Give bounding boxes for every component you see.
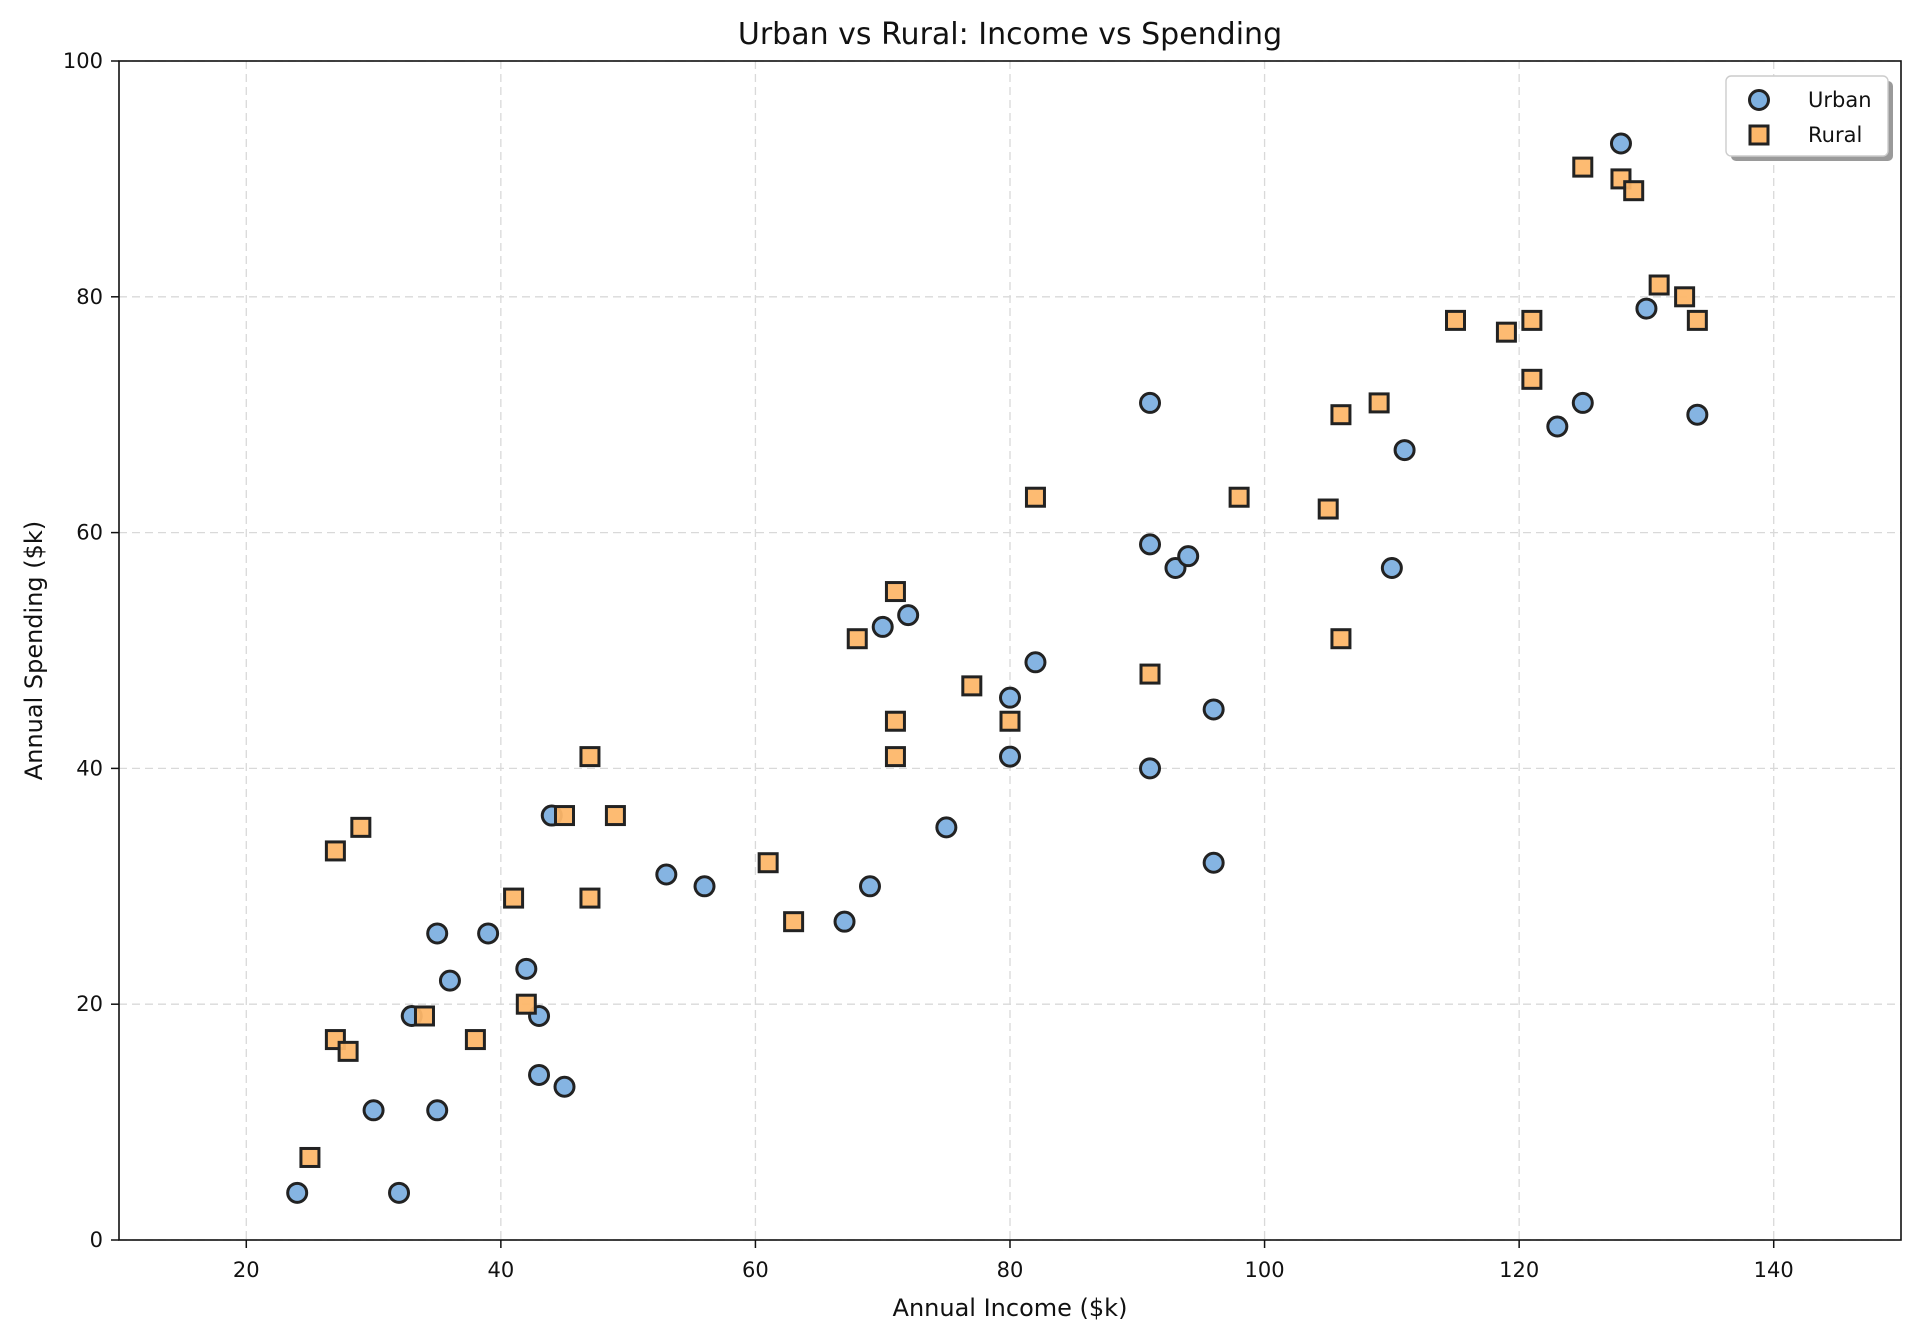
urban-point <box>655 863 678 886</box>
rural-point <box>1228 486 1250 508</box>
urban-point <box>438 969 461 992</box>
urban-point <box>362 1099 385 1122</box>
urban-point <box>1546 415 1569 438</box>
y-tick-label: 80 <box>76 285 103 309</box>
rural-point <box>1330 628 1352 650</box>
legend: Urban Rural <box>1725 75 1893 161</box>
x-tick-label: 80 <box>997 1258 1024 1282</box>
urban-point <box>528 1063 551 1086</box>
rural-point <box>299 1146 321 1168</box>
urban-point <box>1202 851 1225 874</box>
rural-point <box>464 1029 486 1051</box>
urban-point <box>426 922 449 945</box>
urban-point <box>935 816 958 839</box>
urban-point <box>553 1075 576 1098</box>
chart-title: Urban vs Rural: Income vs Spending <box>738 17 1282 52</box>
urban-point <box>426 1099 449 1122</box>
urban-point <box>871 615 894 638</box>
rural-point <box>961 675 983 697</box>
y-tick-label: 0 <box>90 1228 103 1252</box>
rural-point <box>503 887 525 909</box>
x-tick-label: 100 <box>1245 1258 1285 1282</box>
urban-point <box>286 1181 309 1204</box>
rural-point <box>1521 309 1543 331</box>
rural-point <box>1024 486 1046 508</box>
rural-point <box>413 1005 435 1027</box>
data-points <box>286 132 1709 1204</box>
rural-point <box>350 816 372 838</box>
urban-point <box>1024 651 1047 674</box>
y-tick-label: 40 <box>76 756 103 780</box>
rural-point <box>554 805 575 827</box>
urban-point <box>693 875 716 898</box>
rural-point <box>1572 156 1594 178</box>
rural-point <box>1139 663 1161 685</box>
rural-point <box>515 993 537 1015</box>
rural-point <box>604 805 626 827</box>
urban-point <box>1139 391 1162 414</box>
urban-point <box>1380 556 1403 579</box>
urban-point <box>858 875 881 898</box>
rural-point <box>324 840 346 862</box>
urban-point <box>1139 757 1162 780</box>
rural-point <box>1623 180 1645 202</box>
rural-point <box>1330 404 1352 426</box>
rural-point <box>884 746 906 768</box>
x-tick-label: 60 <box>742 1258 769 1282</box>
y-tick-label: 100 <box>63 49 103 73</box>
rural-point <box>1368 392 1390 414</box>
rural-point <box>1521 368 1543 390</box>
rural-point <box>1317 498 1339 520</box>
urban-point <box>515 957 538 980</box>
urban-point <box>1686 403 1709 426</box>
rural-point <box>1495 321 1517 343</box>
rural-point <box>884 710 906 732</box>
x-axis-label: Annual Income ($k) <box>893 1294 1128 1322</box>
urban-point <box>477 922 500 945</box>
rural-point <box>1686 309 1708 331</box>
rural-point <box>579 887 601 909</box>
legend-rural-marker <box>1748 124 1770 146</box>
urban-point <box>1635 297 1658 320</box>
x-tick-label: 140 <box>1754 1258 1794 1282</box>
rural-point <box>579 746 601 768</box>
rural-point <box>884 581 906 603</box>
urban-point <box>897 604 920 627</box>
y-tick-label: 60 <box>76 521 103 545</box>
rural-point <box>1445 309 1466 331</box>
rural-point <box>1674 286 1696 308</box>
urban-point <box>1202 698 1225 721</box>
legend-urban-label: Urban <box>1808 88 1872 112</box>
urban-point <box>999 686 1021 709</box>
rural-point <box>1648 274 1670 296</box>
urban-point <box>388 1181 411 1204</box>
y-axis-label: Annual Spending ($k) <box>20 521 48 780</box>
x-tick-label: 120 <box>1499 1258 1539 1282</box>
urban-point <box>833 910 856 933</box>
y-tick-label: 20 <box>76 992 103 1016</box>
x-tick-label: 40 <box>487 1258 514 1282</box>
axis-ticks: 20 40 60 80 100 120 140 0 20 40 60 80 100 <box>63 49 1794 1282</box>
urban-point <box>999 745 1021 768</box>
urban-point <box>1571 391 1594 414</box>
rural-point <box>783 911 805 933</box>
rural-point <box>757 852 779 874</box>
urban-point <box>1609 132 1632 155</box>
legend-rural-label: Rural <box>1808 123 1862 147</box>
urban-point <box>1393 439 1416 462</box>
rural-point <box>999 710 1021 732</box>
legend-urban-marker <box>1748 89 1770 111</box>
rural-point <box>846 628 868 650</box>
urban-point <box>1139 533 1162 556</box>
urban-point <box>1177 545 1200 568</box>
x-tick-label: 20 <box>233 1258 260 1282</box>
rural-point <box>337 1040 359 1062</box>
